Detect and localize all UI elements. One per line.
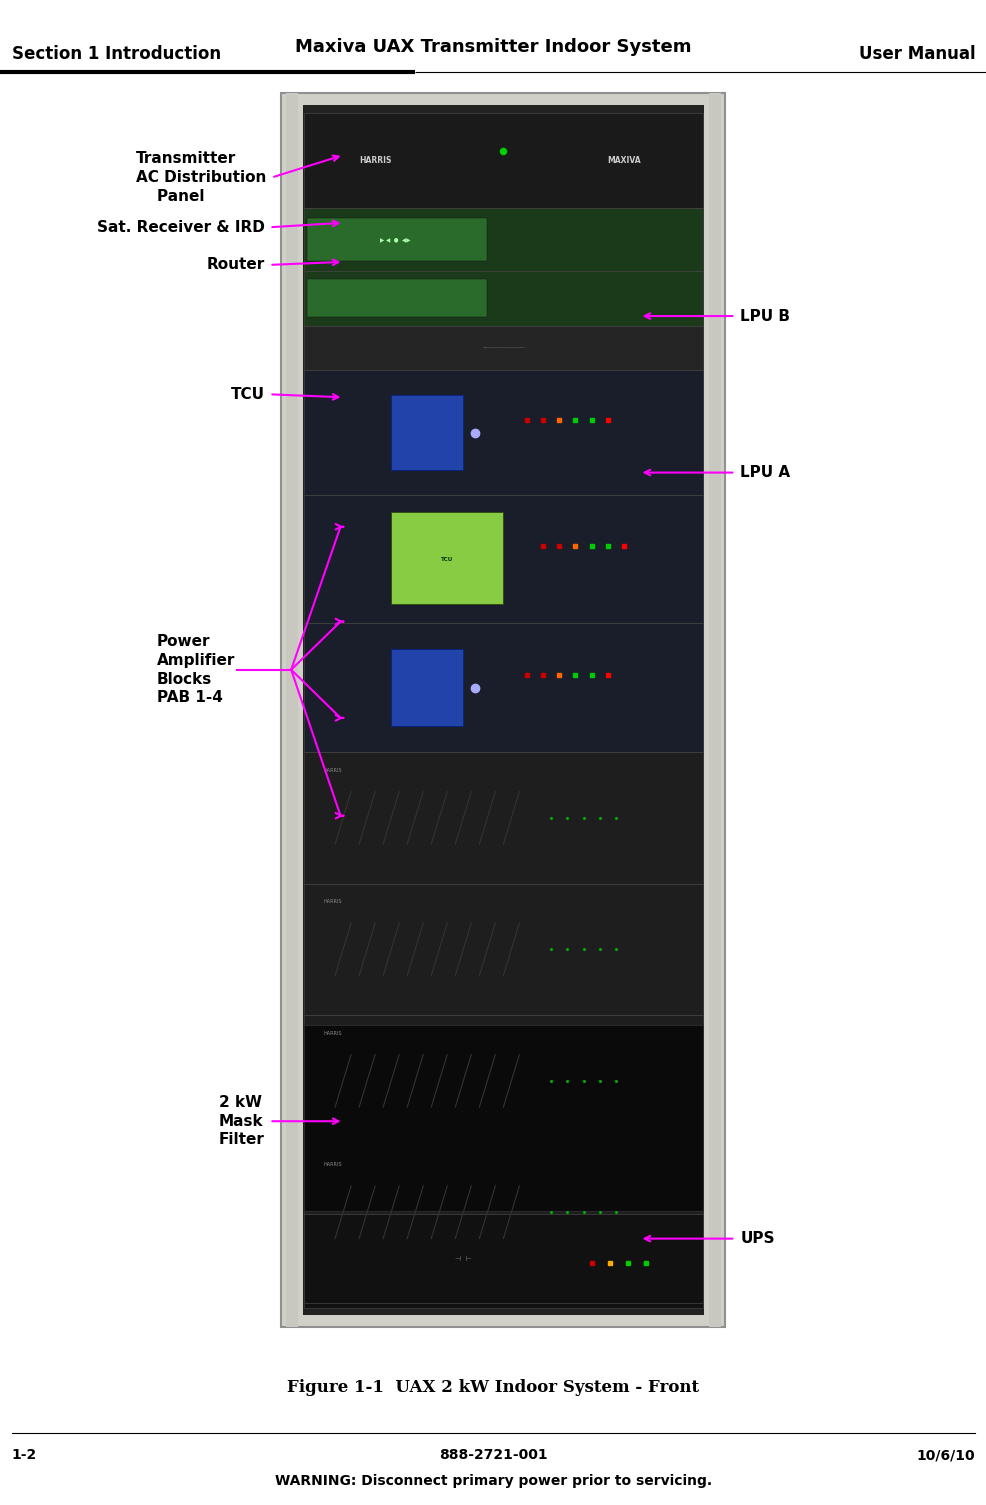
Text: User Manual: User Manual	[858, 45, 974, 63]
Bar	[390, 649, 462, 727]
Bar	[304, 1025, 702, 1210]
Text: TCU: TCU	[441, 557, 453, 561]
Bar	[304, 883, 702, 1014]
Text: MAXIVA: MAXIVA	[606, 157, 640, 166]
Bar	[304, 752, 702, 883]
Bar	[307, 278, 487, 318]
Bar	[307, 218, 487, 262]
Bar	[304, 325, 702, 370]
Text: ─────────────────: ─────────────────	[481, 346, 525, 349]
Text: HARRIS: HARRIS	[322, 768, 341, 774]
Text: HARRIS: HARRIS	[322, 1162, 341, 1168]
Bar	[286, 93, 298, 1327]
Text: Figure 1-1  UAX 2 kW Indoor System - Front: Figure 1-1 UAX 2 kW Indoor System - Fron…	[287, 1379, 699, 1397]
Bar	[303, 105, 703, 1315]
Bar	[390, 512, 503, 604]
Bar	[304, 495, 702, 623]
Text: Sat. Receiver & IRD: Sat. Receiver & IRD	[97, 220, 264, 235]
Bar	[281, 93, 725, 1327]
Bar	[304, 370, 702, 495]
Text: HARRIS: HARRIS	[322, 1031, 341, 1035]
Text: 2 kW
Mask
Filter: 2 kW Mask Filter	[219, 1096, 264, 1147]
Bar	[304, 1281, 702, 1308]
Text: 10/6/10: 10/6/10	[916, 1448, 974, 1463]
Text: ⊣  ⊢: ⊣ ⊢	[455, 1255, 471, 1261]
Text: ▶ ◀  ●  ◀▶: ▶ ◀ ● ◀▶	[380, 238, 410, 242]
Bar	[708, 93, 720, 1327]
Text: UPS: UPS	[740, 1231, 774, 1246]
Text: HARRIS: HARRIS	[322, 900, 341, 905]
Text: TCU: TCU	[231, 387, 264, 402]
Text: Transmitter
AC Distribution
    Panel: Transmitter AC Distribution Panel	[136, 152, 266, 203]
Bar	[304, 1147, 702, 1278]
Text: HARRIS: HARRIS	[359, 157, 390, 166]
Text: WARNING: Disconnect primary power prior to servicing.: WARNING: Disconnect primary power prior …	[275, 1473, 711, 1488]
Bar	[304, 113, 702, 209]
Bar	[304, 271, 702, 325]
Bar	[304, 623, 702, 752]
Text: LPU A: LPU A	[740, 465, 790, 480]
Text: 1-2: 1-2	[12, 1448, 37, 1463]
Bar	[304, 1213, 702, 1303]
Text: Section 1 Introduction: Section 1 Introduction	[12, 45, 221, 63]
Text: Power
Amplifier
Blocks
PAB 1-4: Power Amplifier Blocks PAB 1-4	[157, 634, 235, 706]
Bar	[304, 1014, 702, 1147]
Text: LPU B: LPU B	[740, 309, 790, 324]
Bar	[390, 394, 462, 470]
Text: 888-2721-001: 888-2721-001	[439, 1448, 547, 1463]
Text: Maxiva UAX Transmitter Indoor System: Maxiva UAX Transmitter Indoor System	[295, 38, 691, 56]
Text: Router: Router	[206, 257, 264, 272]
Bar	[304, 209, 702, 271]
